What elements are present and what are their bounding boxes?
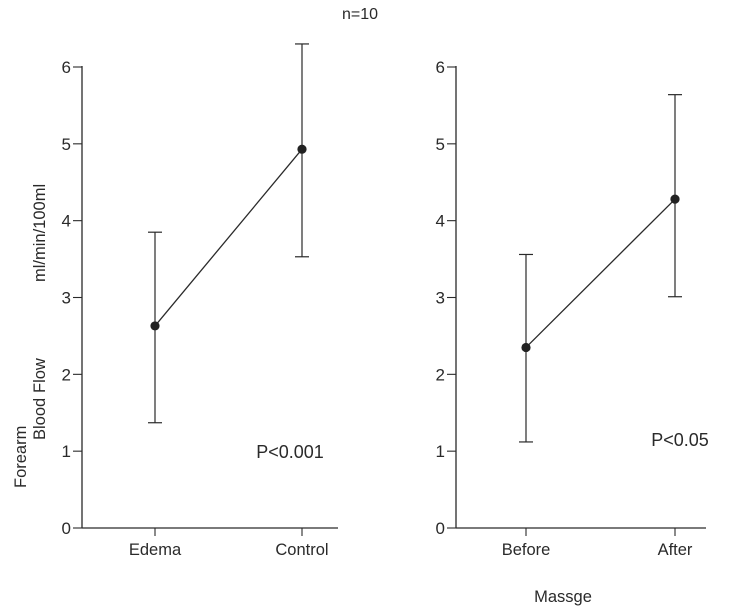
y-tick-label: 0 (436, 519, 445, 538)
series-line (525, 198, 676, 348)
x-tick-label: After (658, 541, 693, 559)
y-tick-label: 0 (62, 519, 71, 538)
y-tick-label: 1 (62, 442, 71, 461)
y-tick-label: 2 (62, 365, 71, 384)
panel-before-after: 0 1 2 3 4 5 6 Before After P<0.05 Massge (436, 58, 709, 606)
y-axis-label: Forearm Blood Flow ml/min/100ml (12, 184, 49, 488)
x-axis-label: Massge (534, 588, 592, 606)
y-tick-label: 5 (62, 135, 71, 154)
sample-size-label: n=10 (342, 6, 378, 23)
data-point (150, 321, 160, 331)
y-tick-label: 3 (436, 289, 445, 308)
y-tick-label: 6 (62, 58, 71, 77)
data-point (670, 194, 680, 204)
y-tick-label: 4 (436, 212, 445, 231)
y-axis-label-line2: Blood (31, 398, 49, 440)
y-tick-label: 4 (62, 212, 71, 231)
p-value-annotation: P<0.001 (256, 442, 324, 462)
y-tick-label: 3 (62, 289, 71, 308)
data-point (521, 342, 531, 353)
series-line (154, 148, 303, 327)
p-value-annotation: P<0.05 (651, 430, 709, 450)
y-tick-label: 2 (436, 365, 445, 384)
y-tick-label: 5 (436, 135, 445, 154)
panel-edema-control: 0 1 2 3 4 5 6 Edema Control P<0.001 (62, 43, 338, 559)
data-point (297, 144, 307, 154)
y-axis-label-line1: Forearm (12, 426, 30, 488)
x-tick-label: Before (502, 541, 551, 559)
y-axis-label-line3: Flow (31, 358, 49, 393)
y-tick-label: 6 (436, 58, 445, 77)
x-tick-label: Edema (129, 541, 182, 559)
x-tick-label: Control (275, 541, 328, 559)
y-tick-label: 1 (436, 442, 445, 461)
y-axis-label-units: ml/min/100ml (31, 184, 49, 282)
